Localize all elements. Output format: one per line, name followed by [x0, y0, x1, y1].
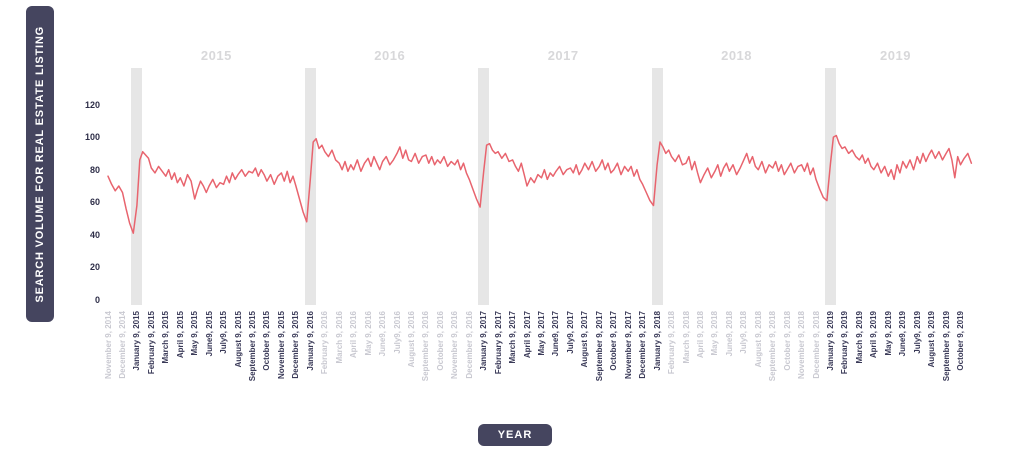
- y-axis-title-badge: SEARCH VOLUME FOR REAL ESTATE LISTING: [26, 6, 54, 322]
- y-tick-label: 0: [94, 295, 100, 305]
- y-tick-label: 20: [89, 262, 100, 273]
- y-tick-label: 80: [89, 164, 100, 175]
- y-tick-label: 60: [89, 197, 100, 208]
- year-label: 2018: [721, 48, 753, 63]
- x-axis-title: YEAR: [497, 429, 533, 441]
- year-label: 2015: [200, 48, 232, 63]
- year-label: 2019: [880, 48, 911, 63]
- january-highlight-band: [825, 68, 836, 305]
- january-highlight-band: [478, 68, 490, 305]
- january-highlight-band: [651, 68, 663, 305]
- y-tick-label: 100: [84, 132, 100, 143]
- year-label: 2016: [374, 48, 406, 63]
- january-highlight-band: [131, 68, 143, 305]
- y-tick-label: 120: [84, 99, 100, 110]
- x-axis-title-badge: YEAR: [478, 424, 552, 446]
- trend-line: [107, 134, 973, 234]
- year-label: 2017: [547, 48, 579, 63]
- y-tick-label: 40: [89, 229, 100, 240]
